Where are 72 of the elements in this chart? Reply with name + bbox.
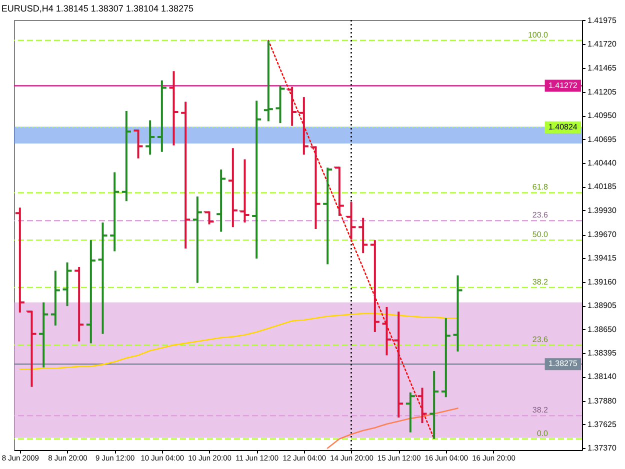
candlestick [286, 86, 298, 127]
y-tick-label: 1.38140 [588, 372, 617, 382]
chart-title: EURUSD,H4 1.38145 1.38307 1.38104 1.38275 [1, 3, 194, 14]
candlestick [452, 274, 464, 353]
candlestick [97, 221, 108, 335]
candlestick [239, 158, 250, 224]
y-tick-label: 1.40695 [588, 134, 617, 144]
y-tick-label: 1.41465 [588, 63, 617, 72]
y-tick-label: 1.38905 [588, 301, 617, 310]
candlestick [38, 301, 50, 368]
candlestick [274, 84, 286, 124]
y-tick-label: 1.39415 [588, 254, 617, 263]
y-tick-label: 1.40185 [588, 182, 617, 192]
candlestick [50, 270, 61, 327]
candlestick [369, 239, 380, 334]
annotation: 0.0 [536, 428, 549, 438]
y-tick-label: 1.38395 [588, 348, 617, 358]
candlestick [251, 100, 262, 260]
candlestick [156, 79, 168, 153]
y-tick-label: 1.37370 [588, 444, 617, 453]
annotation: 38.2 [532, 406, 549, 415]
y-tick-label: 1.41205 [588, 87, 617, 96]
candlestick [14, 206, 26, 314]
annotation: 61.8 [532, 182, 549, 192]
ref-line-label: 1.41272 [548, 80, 578, 90]
annotation: 100.0 [528, 30, 549, 40]
candlestick [204, 210, 215, 226]
candlestick [416, 386, 428, 424]
candlestick [262, 39, 274, 122]
candlestick [144, 119, 156, 156]
line-series [268, 40, 435, 440]
y-tick-label: 1.39670 [588, 230, 617, 240]
y-tick-label: 1.41975 [588, 16, 617, 25]
y-tick-label: 1.37625 [588, 420, 617, 429]
y-tick-label: 1.41720 [588, 40, 617, 49]
y-tick-label: 1.40440 [588, 158, 617, 168]
candlestick [428, 370, 440, 440]
ref-line-label: 1.38275 [548, 359, 578, 368]
annotation: 38.2 [532, 277, 549, 286]
candlestick [62, 261, 73, 308]
candlestick [393, 310, 404, 418]
candlestick [168, 70, 180, 146]
candlestick [404, 391, 416, 434]
line-series [19, 312, 458, 370]
annotation: 23.6 [532, 210, 549, 220]
candlestick [310, 145, 322, 230]
candlestick [74, 266, 85, 342]
candlestick [26, 310, 38, 388]
candlestick [216, 168, 227, 233]
y-tick-label: 1.37880 [588, 396, 617, 406]
candlestick [381, 306, 392, 356]
candlestick [227, 147, 238, 228]
y-tick-label: 1.39160 [588, 277, 617, 286]
candlestick [358, 216, 369, 254]
candlestick [440, 317, 452, 398]
candlestick [298, 96, 310, 156]
candlestick [346, 201, 357, 240]
candlestick [132, 128, 144, 160]
candlestick [180, 100, 192, 250]
line-series [326, 408, 458, 449]
candlestick [120, 110, 132, 202]
y-tick-label: 1.38650 [588, 324, 617, 334]
y-tick-label: 1.39930 [588, 206, 617, 215]
annotation: 50.0 [532, 230, 549, 240]
candlestick [322, 166, 334, 266]
candlestick [334, 166, 345, 217]
annotation: 23.6 [532, 335, 549, 344]
candlestick [192, 195, 203, 284]
ref-line-label: 1.40824 [548, 122, 578, 132]
candlestick [109, 171, 120, 252]
candlestick [85, 239, 96, 344]
y-tick-label: 1.40950 [588, 111, 617, 120]
